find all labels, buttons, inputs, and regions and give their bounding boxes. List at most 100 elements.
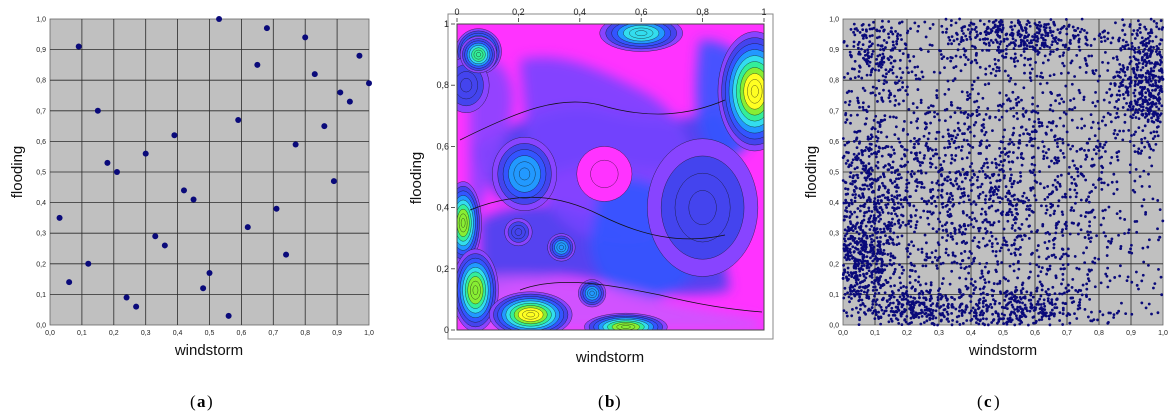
data-point (861, 302, 865, 305)
data-point (1050, 34, 1054, 37)
data-point (1008, 199, 1012, 203)
data-point (1040, 33, 1043, 37)
data-point (981, 191, 985, 194)
data-point (993, 188, 996, 192)
data-point (870, 280, 874, 284)
data-point (1030, 209, 1034, 213)
data-point (1071, 277, 1075, 281)
data-point (865, 29, 868, 33)
data-point (1056, 28, 1060, 32)
data-point (1050, 43, 1054, 47)
data-point (1087, 268, 1091, 272)
data-point (1152, 114, 1156, 118)
data-point (857, 70, 861, 73)
data-point (882, 38, 886, 42)
x-tick-label: 0 (454, 7, 459, 17)
data-point (900, 234, 904, 238)
data-point (934, 137, 938, 141)
data-point (1082, 174, 1086, 178)
data-point (1010, 296, 1013, 300)
data-point (843, 243, 847, 247)
data-point (854, 193, 857, 196)
data-point (1160, 293, 1164, 297)
data-point (1107, 205, 1111, 209)
data-point (1122, 66, 1126, 70)
data-point (1135, 283, 1139, 287)
data-point (935, 130, 939, 134)
data-point (1014, 314, 1018, 318)
data-point (958, 129, 962, 132)
data-point (1051, 238, 1055, 242)
data-point (857, 75, 861, 78)
data-point (1064, 17, 1068, 21)
data-point (937, 183, 941, 187)
data-point (897, 302, 900, 306)
data-point (964, 242, 967, 245)
data-point (1068, 232, 1072, 236)
data-point (1122, 97, 1126, 100)
data-point (1036, 274, 1040, 278)
data-point (879, 316, 883, 320)
data-point (1041, 91, 1045, 95)
data-point (862, 274, 866, 278)
data-point (968, 32, 972, 35)
data-point (853, 261, 857, 265)
data-point (1003, 147, 1007, 150)
data-point (985, 48, 989, 52)
data-point (879, 235, 882, 239)
data-point (996, 282, 999, 286)
data-point (984, 33, 988, 36)
data-point (1075, 191, 1079, 195)
contour-level (514, 228, 523, 236)
data-point (1083, 148, 1086, 152)
data-point (919, 169, 923, 173)
data-point (862, 230, 865, 234)
data-point (1143, 95, 1147, 99)
data-point (842, 309, 846, 312)
data-point (891, 40, 895, 44)
data-point (1005, 32, 1009, 36)
data-point (903, 196, 907, 200)
data-point (899, 198, 903, 202)
data-point (893, 133, 897, 137)
data-point (1059, 38, 1063, 42)
data-point (879, 175, 882, 179)
data-point (1060, 230, 1064, 234)
data-point (875, 152, 878, 156)
data-point (1083, 236, 1087, 239)
data-point (914, 214, 917, 217)
data-point (1094, 145, 1098, 148)
data-point (1020, 222, 1024, 226)
data-point (936, 217, 940, 221)
data-point (1143, 25, 1147, 29)
data-point (1137, 81, 1141, 85)
data-point (66, 279, 73, 286)
data-point (1028, 24, 1032, 28)
data-point (898, 225, 902, 229)
data-point (1160, 104, 1164, 108)
data-point (884, 75, 888, 79)
data-point (901, 220, 905, 224)
data-point (997, 51, 1001, 54)
data-point (1079, 198, 1083, 202)
data-point (912, 306, 915, 309)
data-point (911, 102, 915, 105)
plot-a-yticks: 0,00,10,20,30,40,50,60,70,80,91,0 (36, 17, 46, 330)
data-point (1025, 196, 1029, 200)
data-point (1022, 50, 1026, 53)
data-point (935, 181, 939, 185)
data-point (955, 182, 959, 186)
data-point (1004, 153, 1007, 156)
data-point (1025, 290, 1029, 294)
data-point (922, 186, 926, 189)
data-point (944, 30, 948, 34)
data-point (1100, 40, 1103, 44)
data-point (1040, 121, 1044, 125)
contour-level (635, 30, 648, 37)
data-point (1140, 76, 1143, 79)
data-point (1155, 118, 1158, 122)
data-point (916, 159, 920, 163)
data-point (917, 315, 921, 319)
data-point (1018, 301, 1022, 304)
data-point (870, 276, 874, 279)
